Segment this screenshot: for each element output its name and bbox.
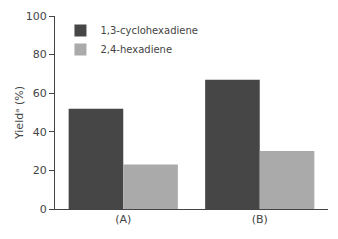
svg-text:20: 20: [33, 164, 47, 177]
svg-text:0: 0: [40, 203, 47, 216]
svg-text:100: 100: [26, 10, 47, 23]
svg-text:1,3-cyclohexadiene: 1,3-cyclohexadiene: [100, 25, 197, 36]
svg-text:40: 40: [33, 126, 47, 139]
svg-text:Yieldᵃ (%): Yieldᵃ (%): [13, 86, 26, 140]
svg-text:(A): (A): [115, 213, 131, 226]
svg-text:60: 60: [33, 87, 47, 100]
svg-text:2,4-hexadiene: 2,4-hexadiene: [100, 44, 172, 55]
svg-text:(B): (B): [252, 213, 268, 226]
svg-text:80: 80: [33, 48, 47, 61]
